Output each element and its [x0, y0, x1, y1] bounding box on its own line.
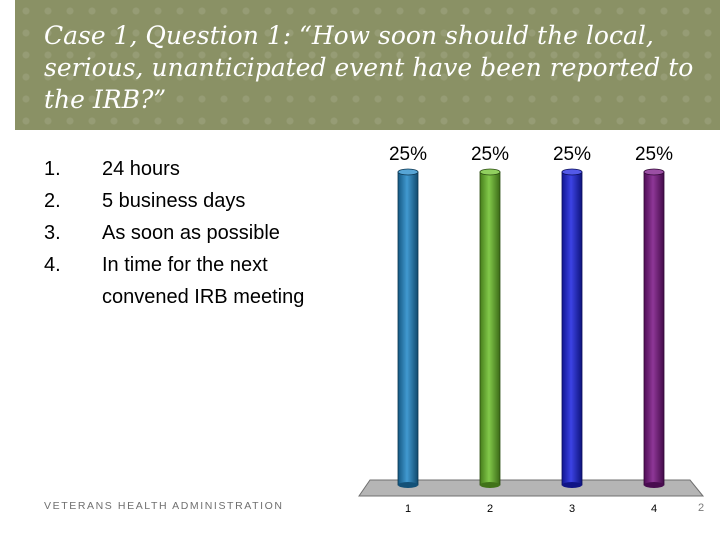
- response-bar-chart: 25% 1 25% 2 25% 3 25% 4: [355, 140, 715, 520]
- value-label-3: 25%: [553, 144, 591, 165]
- answer-option: 1. 24 hours: [44, 153, 344, 185]
- page-number: 2: [698, 502, 705, 514]
- title-banner: Case 1, Question 1: “How soon should the…: [15, 0, 720, 130]
- option-text: 24 hours: [102, 158, 180, 180]
- footer-organization: VETERANS HEALTH ADMINISTRATION: [44, 500, 284, 512]
- bar-4: [643, 171, 665, 486]
- option-number: 3.: [44, 222, 61, 244]
- bars-layer: [397, 168, 665, 488]
- bar-top-4: [643, 168, 665, 176]
- option-text: As soon as possible: [102, 222, 280, 244]
- bar-base-4: [644, 482, 664, 488]
- value-label-2: 25%: [471, 144, 509, 165]
- category-label-3: 3: [569, 503, 575, 515]
- bar-3: [561, 171, 583, 486]
- labels-layer: 25% 1 25% 2 25% 3 25% 4: [389, 144, 673, 515]
- answer-option: 3. As soon as possible: [44, 217, 344, 249]
- answer-options-list: 1. 24 hours 2. 5 business days 3. As soo…: [44, 153, 344, 313]
- value-label-1: 25%: [389, 144, 427, 165]
- option-text: 5 business days: [102, 190, 246, 212]
- bar-base-1: [398, 482, 418, 488]
- bar-chart-svg: 25% 1 25% 2 25% 3 25% 4: [358, 144, 705, 515]
- answer-option: 2. 5 business days: [44, 185, 344, 217]
- category-label-4: 4: [651, 503, 657, 515]
- bar-2: [479, 171, 501, 486]
- bar-top-3: [561, 168, 583, 176]
- value-label-4: 25%: [635, 144, 673, 165]
- chart-floor: [358, 479, 705, 497]
- bar-top-1: [397, 168, 419, 176]
- bar-top-2: [479, 168, 501, 176]
- slide-title: Case 1, Question 1: “How soon should the…: [44, 21, 694, 114]
- bar-base-2: [480, 482, 500, 488]
- answer-option: 4. In time for the next convened IRB mee…: [44, 249, 344, 313]
- option-number: 2.: [44, 190, 61, 212]
- category-label-1: 1: [405, 503, 411, 515]
- option-number: 1.: [44, 158, 61, 180]
- bar-base-3: [562, 482, 582, 488]
- option-text: In time for the next convened IRB meetin…: [102, 254, 305, 308]
- bar-1: [397, 171, 419, 486]
- category-label-2: 2: [487, 503, 493, 515]
- option-number: 4.: [44, 254, 61, 276]
